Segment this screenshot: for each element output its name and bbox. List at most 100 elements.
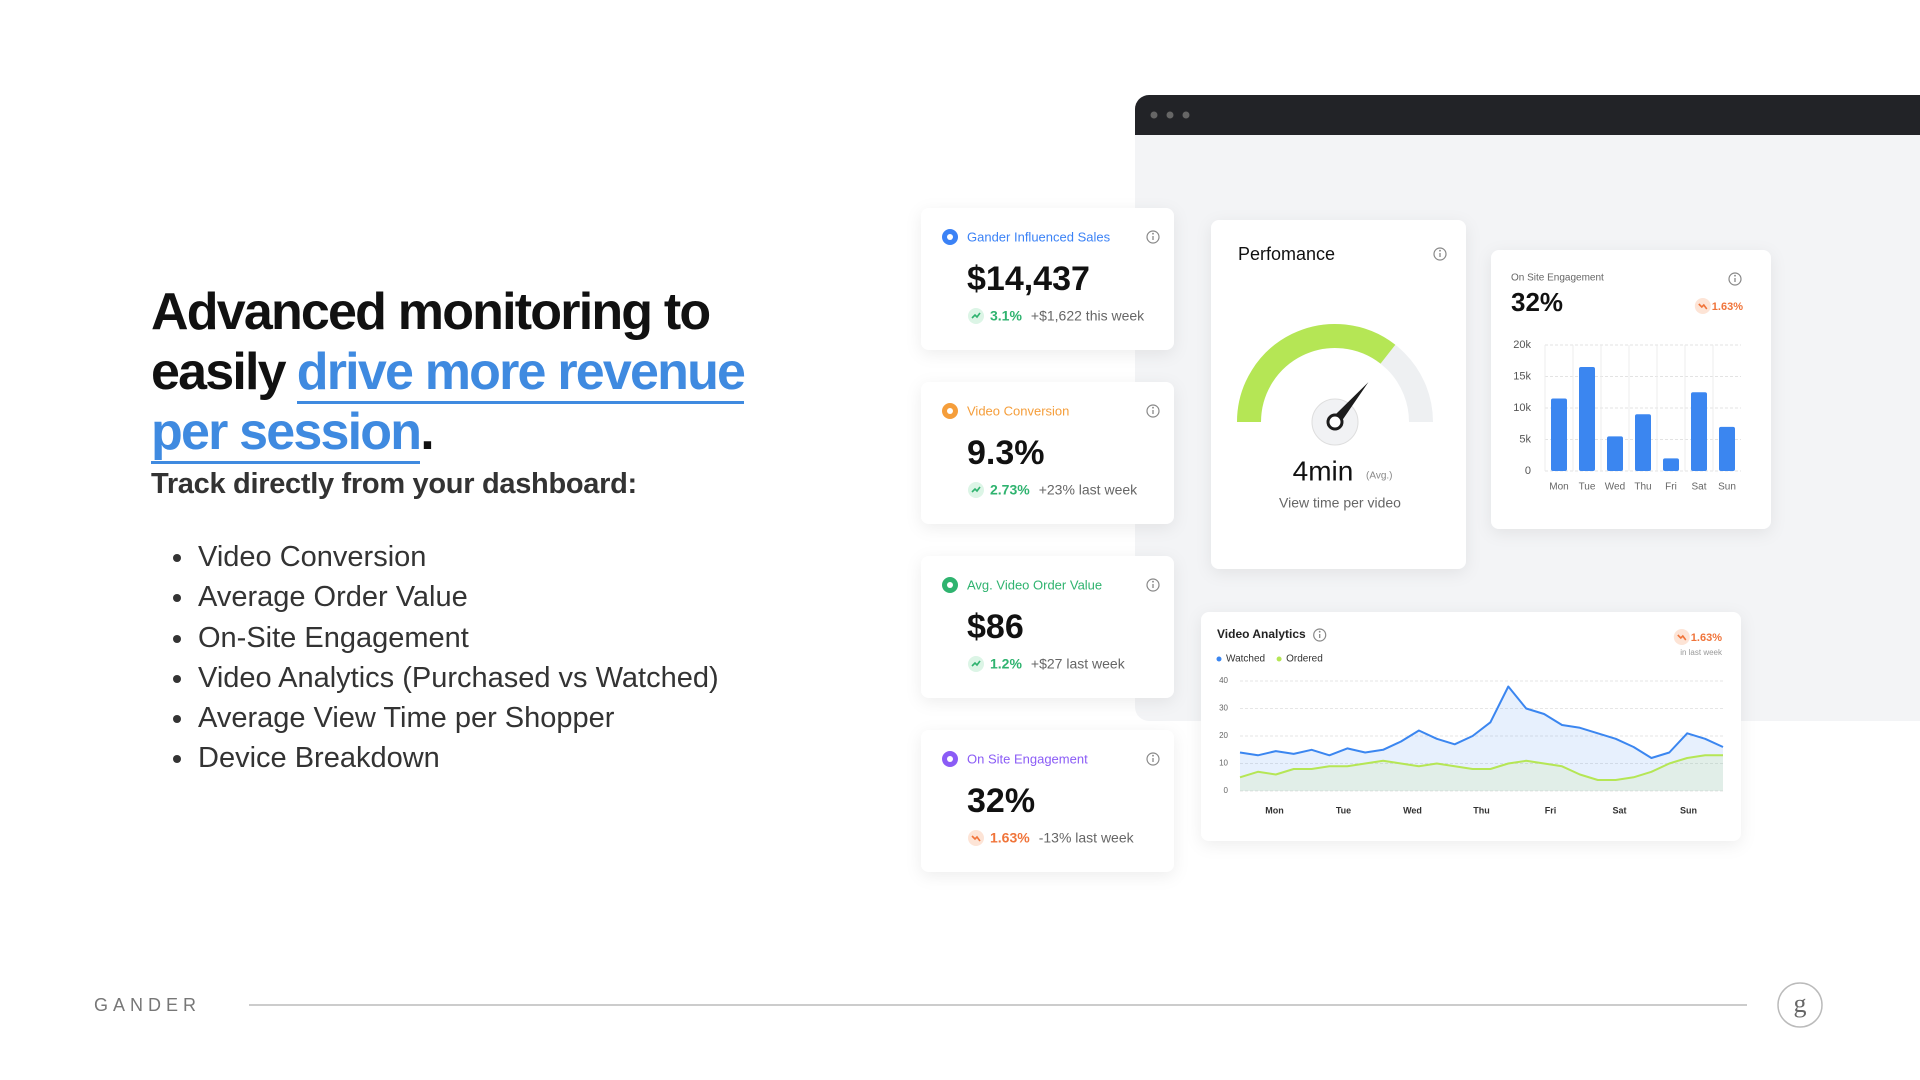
- performance-value: 4min: [1293, 455, 1354, 486]
- x-tick-label: Sun: [1718, 482, 1736, 493]
- card-icon: [947, 408, 953, 414]
- browser-bar: [1135, 115, 1920, 135]
- card-value: $86: [967, 608, 1024, 646]
- kpi-card: [921, 556, 1174, 698]
- x-tick-label: Mon: [1549, 482, 1568, 493]
- bar: [1607, 436, 1623, 471]
- info-icon: [1152, 406, 1154, 409]
- text-block: Advanced monitoring to easily drive more …: [151, 282, 851, 779]
- y-tick-label: 10k: [1513, 402, 1531, 414]
- window-dot: [1150, 111, 1158, 119]
- info-icon: [1146, 752, 1160, 766]
- y-tick-label: 5k: [1519, 433, 1531, 445]
- info-icon: [1152, 232, 1154, 235]
- gauge-fill: [1237, 324, 1396, 423]
- info-icon: [1728, 272, 1742, 286]
- logo: g: [1794, 989, 1807, 1018]
- bullet: Video Conversion: [196, 537, 851, 577]
- heading-text: easily: [151, 343, 287, 401]
- series-line: [1239, 754, 1723, 781]
- x-tick-label: Sat: [1691, 482, 1706, 493]
- x-tick-label: Tue: [1336, 805, 1351, 815]
- legend-swatch: [1276, 656, 1282, 662]
- card-note: +$27 last week: [1031, 656, 1126, 672]
- bar: [1691, 392, 1707, 471]
- badge: 1.63%: [1691, 632, 1722, 644]
- gauge-needle: [1331, 382, 1369, 426]
- card-value: $14,437: [967, 260, 1090, 298]
- trend-icon: [971, 835, 981, 842]
- chart-headline: 32%: [1511, 287, 1563, 317]
- bar: [1635, 414, 1651, 471]
- card-label: Avg. Video Order Value: [967, 577, 1102, 592]
- card-label: Gander Influenced Sales: [967, 229, 1111, 244]
- card-note: +23% last week: [1039, 482, 1138, 498]
- card-change: 1.2%: [990, 656, 1022, 672]
- logo-ring: [1777, 982, 1823, 1028]
- y-tick-label: 40: [1219, 676, 1228, 685]
- trend-icon: [971, 486, 981, 493]
- y-tick-label: 30: [1219, 704, 1228, 713]
- heading-text: .: [420, 403, 434, 461]
- bullet: Video Analytics (Purchased vs Watched): [196, 658, 851, 698]
- bullet: Device Breakdown: [196, 738, 851, 778]
- card-value: 32%: [967, 782, 1035, 820]
- card-change: 2.73%: [990, 482, 1030, 498]
- y-tick-label: 20k: [1513, 339, 1531, 351]
- x-tick-label: Thu: [1634, 482, 1651, 493]
- x-tick-label: Tue: [1579, 482, 1596, 493]
- trend-icon: [1677, 634, 1687, 641]
- performance-caption: View time per video: [1279, 495, 1401, 511]
- heading-text: Advanced monitoring to: [151, 283, 711, 341]
- heading-highlight: drive more revenue: [296, 343, 746, 404]
- x-tick-label: Sun: [1680, 805, 1697, 815]
- info-icon: [1146, 404, 1160, 418]
- window-dot: [1166, 111, 1174, 119]
- x-tick-label: Wed: [1605, 482, 1625, 493]
- card-note: +$1,622 this week: [1031, 308, 1145, 324]
- x-tick-label: Thu: [1473, 805, 1490, 815]
- subheading: Track directly from your dashboard:: [151, 468, 637, 500]
- info-icon: [1313, 628, 1327, 642]
- performance-title: Perfomance: [1238, 244, 1335, 264]
- bar: [1663, 458, 1679, 471]
- card-label: Video Conversion: [967, 403, 1069, 418]
- y-tick-label: 20: [1219, 731, 1228, 740]
- card-icon: [947, 582, 953, 588]
- card-change: 1.63%: [990, 830, 1030, 846]
- trend-icon: [971, 312, 981, 319]
- kpi-card: [921, 208, 1174, 350]
- chart-title: On Site Engagement: [1511, 273, 1604, 284]
- heading: per session.: [151, 402, 851, 464]
- card-icon: [947, 234, 953, 240]
- kpi-card: [921, 730, 1174, 872]
- bar: [1579, 367, 1595, 471]
- info-icon: [1439, 249, 1441, 252]
- card-label: On Site Engagement: [967, 751, 1088, 766]
- y-tick-label: 10: [1219, 759, 1228, 768]
- info-icon: [1152, 580, 1154, 583]
- badge: 1.63%: [1712, 301, 1743, 313]
- window-dot: [1182, 111, 1190, 119]
- performance-card: [1211, 220, 1466, 569]
- x-tick-label: Sat: [1612, 805, 1626, 815]
- bullet: Average Order Value: [196, 577, 851, 617]
- x-tick-label: Mon: [1265, 805, 1284, 815]
- x-tick-label: Fri: [1545, 805, 1557, 815]
- card-change: 3.1%: [990, 308, 1022, 324]
- y-tick-label: 15k: [1513, 370, 1531, 382]
- legend-label: Watched: [1226, 654, 1265, 665]
- legend-label: Ordered: [1286, 654, 1323, 665]
- card-value: 9.3%: [967, 434, 1045, 472]
- legend-swatch: [1216, 656, 1222, 662]
- footer-brand: GANDER: [94, 995, 201, 1015]
- info-icon: [1433, 247, 1447, 261]
- info-icon: [1146, 578, 1160, 592]
- x-tick-label: Fri: [1665, 482, 1677, 493]
- heading: easily drive more revenue: [151, 342, 851, 404]
- bar: [1719, 426, 1735, 471]
- card-note: -13% last week: [1039, 830, 1135, 846]
- bullet: Average View Time per Shopper: [196, 698, 851, 738]
- heading: Advanced monitoring to: [151, 282, 851, 342]
